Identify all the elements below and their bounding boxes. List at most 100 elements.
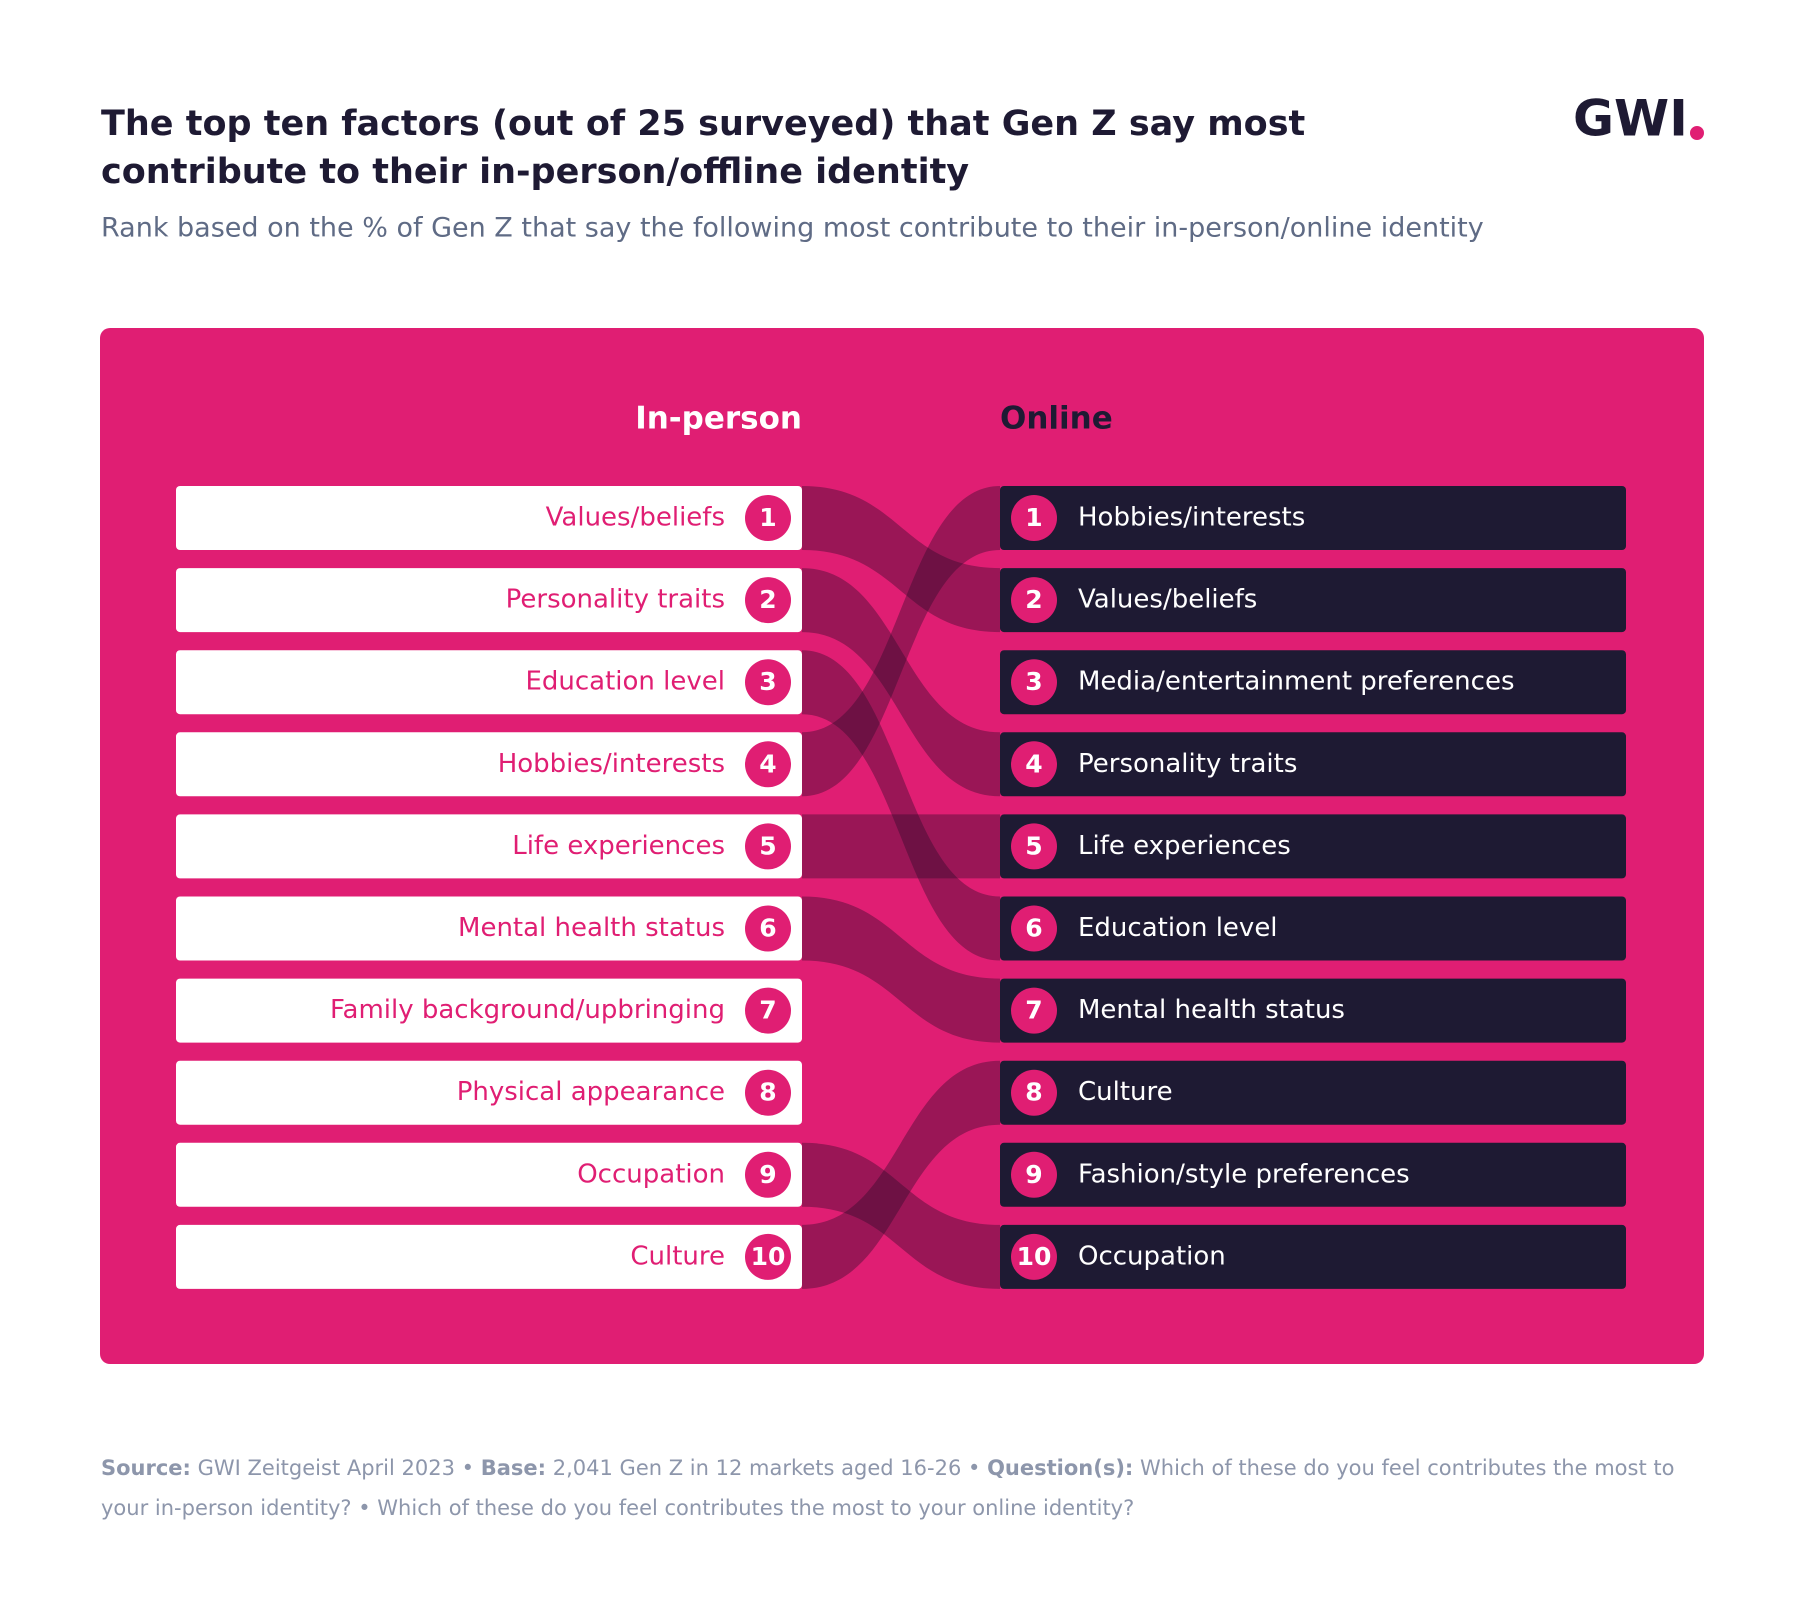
connector <box>802 1060 1000 1289</box>
row-label: Values/beliefs <box>1078 585 1257 615</box>
subtitle: Rank based on the % of Gen Z that say th… <box>101 213 1484 244</box>
rank-number: 7 <box>1025 996 1042 1025</box>
row-label: Mental health status <box>458 913 725 943</box>
rank-badge <box>745 741 791 788</box>
row-label: Family background/upbringing <box>330 995 725 1025</box>
connector <box>802 1142 1000 1289</box>
rank-badge <box>1011 905 1057 952</box>
title-line: The top ten factors (out of 25 surveyed)… <box>101 104 1305 144</box>
connector <box>802 650 1000 961</box>
rank-badge <box>745 577 791 624</box>
rank-badge <box>1011 1233 1057 1280</box>
rank-badge <box>1011 1151 1057 1198</box>
rank-number: 4 <box>1025 749 1042 778</box>
row-label: Education level <box>1078 913 1278 943</box>
rank-badge <box>745 495 791 541</box>
rank-badge <box>1011 741 1057 788</box>
footer-text: 2,041 Gen Z in 12 markets aged 16-26 <box>552 1456 962 1480</box>
row-label: Life experiences <box>1078 831 1291 861</box>
rank-number: 8 <box>1025 1078 1042 1107</box>
row-box <box>176 650 802 715</box>
rank-badge <box>1011 987 1057 1034</box>
rank-badge <box>1011 495 1057 541</box>
row-box <box>1000 486 1626 550</box>
rank-badge <box>745 1233 791 1280</box>
connector <box>802 486 1000 797</box>
rank-badge <box>1011 577 1057 624</box>
rank-number: 8 <box>759 1078 776 1107</box>
row-box <box>176 1060 802 1125</box>
footer-text: Which of these do you feel contributes t… <box>101 1456 1675 1520</box>
rank-number: 5 <box>759 831 776 860</box>
row-box <box>1000 978 1626 1043</box>
rank-number: 3 <box>759 667 776 696</box>
row-label: Hobbies/interests <box>1078 503 1305 533</box>
connector <box>802 814 1000 879</box>
rank-number: 9 <box>759 1160 776 1189</box>
row-label: Fashion/style preferences <box>1078 1159 1410 1189</box>
rank-number: 1 <box>1025 503 1042 532</box>
row-label: Education level <box>525 667 725 697</box>
separator: • <box>461 1456 475 1480</box>
rank-badge <box>745 1069 791 1116</box>
connector <box>802 896 1000 1043</box>
rank-number: 9 <box>1025 1160 1042 1189</box>
column-heading: Online <box>1000 401 1113 437</box>
rank-badge <box>745 659 791 706</box>
row-box <box>1000 1142 1626 1207</box>
rank-number: 5 <box>1025 831 1042 860</box>
row-box <box>176 814 802 879</box>
row-label: Occupation <box>1078 1241 1226 1271</box>
row-box <box>176 486 802 550</box>
rank-badge <box>1011 1069 1057 1116</box>
footer-text: GWI Zeitgeist April 2023 <box>197 1456 455 1480</box>
rank-number: 6 <box>759 914 776 943</box>
row-label: Hobbies/interests <box>498 749 725 779</box>
row-label: Occupation <box>577 1159 725 1189</box>
row-box <box>1000 568 1626 633</box>
rank-number: 10 <box>1017 1242 1052 1271</box>
column-heading: In-person <box>635 401 802 437</box>
footer: Source: GWI Zeitgeist April 2023 • Base:… <box>101 1448 1701 1528</box>
row-label: Media/entertainment preferences <box>1078 667 1515 697</box>
row-label: Values/beliefs <box>546 503 725 533</box>
footer-label: Source: <box>101 1456 191 1480</box>
row-label: Culture <box>630 1241 725 1271</box>
infographic: The top ten factors (out of 25 surveyed)… <box>100 90 1704 1364</box>
rank-number: 2 <box>1025 585 1042 614</box>
logo: GWI <box>1573 90 1688 148</box>
row-box <box>176 896 802 961</box>
row-box <box>1000 896 1626 961</box>
row-box <box>1000 650 1626 715</box>
rank-number: 3 <box>1025 667 1042 696</box>
rank-badge <box>745 987 791 1034</box>
row-box <box>176 1224 802 1289</box>
rank-badge <box>745 823 791 870</box>
row-box <box>1000 1224 1626 1289</box>
row-box <box>176 978 802 1043</box>
rank-number: 1 <box>759 503 776 532</box>
rank-badge <box>745 905 791 952</box>
rank-badge <box>1011 823 1057 870</box>
rank-number: 10 <box>751 1242 786 1271</box>
row-box <box>1000 814 1626 879</box>
row-box <box>1000 732 1626 797</box>
rank-number: 4 <box>759 749 776 778</box>
row-label: Personality traits <box>506 585 725 615</box>
row-label: Culture <box>1078 1077 1173 1107</box>
row-label: Physical appearance <box>457 1077 725 1107</box>
row-box <box>1000 1060 1626 1125</box>
rank-number: 6 <box>1025 914 1042 943</box>
row-box <box>176 732 802 797</box>
row-label: Life experiences <box>512 831 725 861</box>
row-box <box>176 1142 802 1207</box>
title-line: contribute to their in-person/offline id… <box>101 152 969 192</box>
row-box <box>176 568 802 633</box>
row-label: Mental health status <box>1078 995 1345 1025</box>
connector <box>802 568 1000 797</box>
footer-label: Base: <box>480 1456 547 1480</box>
row-label: Personality traits <box>1078 749 1297 779</box>
footer-label: Question(s): <box>987 1456 1134 1480</box>
separator: • <box>968 1456 981 1480</box>
